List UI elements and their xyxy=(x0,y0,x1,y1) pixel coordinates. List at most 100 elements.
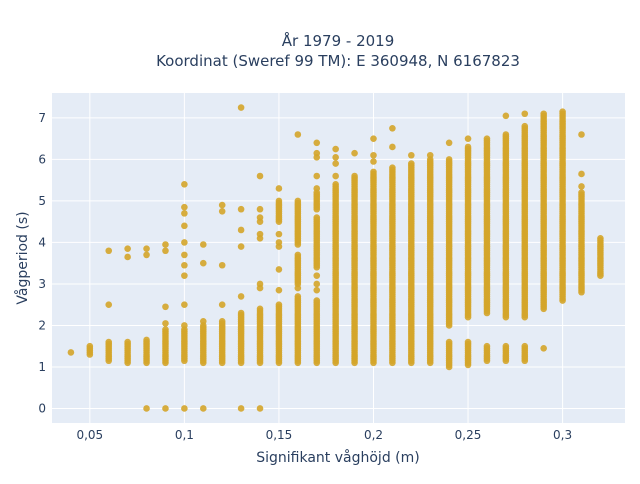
data-point xyxy=(521,122,529,130)
data-point xyxy=(313,280,321,288)
data-point xyxy=(332,181,339,188)
data-point xyxy=(578,170,585,178)
x-axis-ticks: 0,05 0,1 0,15 0,2 0,25 0,3 xyxy=(76,428,572,442)
data-point xyxy=(237,104,245,111)
data-point xyxy=(143,405,150,412)
data-point xyxy=(256,280,264,288)
data-point xyxy=(199,259,207,267)
data-point xyxy=(162,303,169,311)
data-point xyxy=(256,214,264,221)
data-point xyxy=(445,139,453,147)
y-tick-label: 2 xyxy=(38,318,46,332)
data-point xyxy=(313,172,321,180)
points-layer xyxy=(67,104,604,412)
chart-title-line2: Koordinat (Sweref 99 TM): E 360948, N 61… xyxy=(156,52,520,70)
data-point xyxy=(294,131,302,138)
x-axis-label: Signifikant våghöjd (m) xyxy=(256,449,419,466)
data-point xyxy=(181,261,188,269)
data-point xyxy=(559,108,566,115)
data-point xyxy=(256,230,264,238)
data-point xyxy=(332,154,339,161)
data-point xyxy=(502,112,510,120)
data-point xyxy=(370,158,377,165)
data-point xyxy=(464,143,472,151)
data-point xyxy=(578,189,585,196)
data-point xyxy=(294,284,302,292)
x-tick-label: 0,3 xyxy=(553,428,572,442)
data-point xyxy=(408,160,415,167)
data-point xyxy=(105,338,113,346)
data-point xyxy=(578,183,585,190)
data-point xyxy=(389,143,396,151)
x-tick-label: 0,2 xyxy=(364,428,383,442)
data-point xyxy=(275,239,283,246)
x-tick-label: 0,1 xyxy=(175,428,194,442)
data-point xyxy=(124,245,131,252)
data-point xyxy=(162,241,169,248)
data-point xyxy=(464,338,472,346)
data-point xyxy=(162,405,169,412)
data-point xyxy=(313,149,321,157)
y-tick-label: 6 xyxy=(38,152,46,166)
data-point xyxy=(597,234,604,242)
data-point xyxy=(181,181,188,188)
data-point xyxy=(237,405,245,412)
data-point xyxy=(483,342,491,350)
data-point xyxy=(218,301,226,309)
data-point xyxy=(143,251,150,259)
data-point xyxy=(275,185,283,192)
y-tick-label: 1 xyxy=(38,360,46,374)
data-point xyxy=(426,151,434,159)
data-point xyxy=(256,305,264,313)
data-point xyxy=(351,172,358,180)
data-point xyxy=(199,241,207,248)
data-point xyxy=(218,318,226,325)
data-point xyxy=(275,286,283,294)
y-tick-label: 0 xyxy=(38,401,46,415)
data-point xyxy=(237,226,245,234)
data-point xyxy=(313,185,321,192)
data-point xyxy=(294,293,302,300)
data-point xyxy=(389,124,396,132)
data-point xyxy=(445,338,453,346)
x-tick-label: 0,05 xyxy=(76,428,103,442)
x-tick-label: 0,25 xyxy=(455,428,482,442)
data-point xyxy=(181,210,188,217)
data-point xyxy=(181,251,188,259)
data-point xyxy=(124,253,131,261)
data-point xyxy=(124,338,131,346)
data-point xyxy=(332,145,339,153)
data-point xyxy=(313,272,321,279)
x-tick-label: 0,15 xyxy=(266,428,293,442)
data-point xyxy=(105,301,113,309)
data-point xyxy=(199,318,207,325)
y-tick-label: 4 xyxy=(38,235,46,249)
data-point xyxy=(540,110,547,118)
data-point xyxy=(218,201,226,209)
data-point xyxy=(181,222,188,230)
data-point xyxy=(313,139,321,147)
data-point xyxy=(370,135,377,142)
data-point xyxy=(464,135,472,142)
data-point xyxy=(181,301,188,309)
data-point xyxy=(275,266,283,273)
data-point xyxy=(521,110,529,118)
data-point xyxy=(237,293,245,300)
chart-title-line1: År 1979 - 2019 xyxy=(282,31,395,50)
y-axis-label: Vågperiod (s) xyxy=(14,211,31,304)
data-point xyxy=(275,230,283,238)
y-tick-label: 5 xyxy=(38,194,46,208)
data-point xyxy=(294,197,302,205)
data-point xyxy=(370,168,377,176)
data-point xyxy=(181,405,188,412)
data-point xyxy=(578,131,585,138)
data-point xyxy=(218,261,226,269)
data-point xyxy=(540,344,547,352)
data-point xyxy=(237,243,245,250)
data-point xyxy=(181,322,188,329)
data-point xyxy=(181,272,188,279)
data-point xyxy=(275,197,283,205)
data-point xyxy=(502,342,510,350)
data-point xyxy=(105,247,113,255)
